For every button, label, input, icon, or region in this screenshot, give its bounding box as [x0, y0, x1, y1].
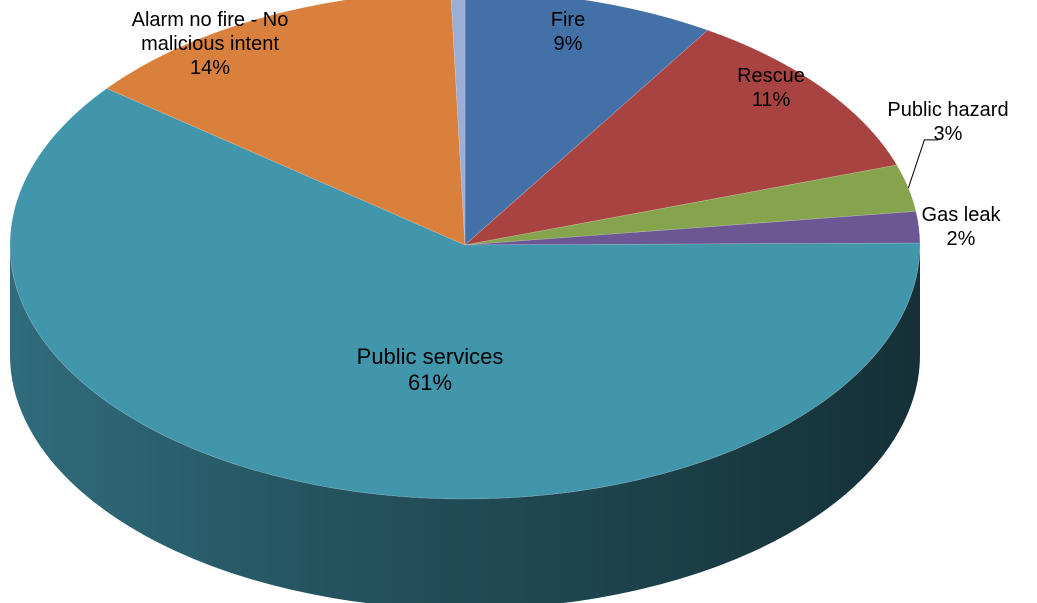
label-fire-value: 9%: [553, 33, 583, 55]
slice-side-public-services: [10, 245, 920, 603]
label-public-services: Public services 61%: [357, 344, 504, 396]
label-public-hazard-name: Public hazard: [887, 99, 1009, 121]
slice-rescue: [463, 29, 898, 246]
label-alarm-no-fire-name-line-2: malicious intent: [141, 33, 279, 55]
label-gas-leak-name: Gas leak: [921, 204, 1001, 226]
slice-fire: [464, 0, 709, 246]
label-alarm-no-fire: Alarm no fire - No malicious intent 14%: [132, 8, 289, 80]
slice-public-hazard: [464, 164, 917, 246]
label-rescue: Rescue 11%: [737, 64, 805, 112]
label-public-services-name: Public services: [356, 344, 504, 369]
label-alarm-no-fire-value: 14%: [189, 57, 231, 79]
label-rescue-value: 11%: [751, 89, 791, 111]
label-gas-leak-value: 2%: [946, 228, 976, 250]
slice-gas-leak: [464, 211, 921, 246]
leader-line-public-hazard: [907, 139, 939, 189]
label-rescue-name: Rescue: [737, 65, 805, 87]
label-public-services-value: 61%: [407, 370, 453, 395]
slice-other: [450, 0, 466, 246]
slice-alarm-no-fire-no-malicious-intent: [106, 0, 466, 246]
slice-public-services: [9, 88, 921, 500]
label-fire: Fire 9%: [551, 8, 585, 56]
label-public-hazard-value: 3%: [933, 123, 963, 145]
label-public-hazard: Public hazard 3%: [887, 98, 1008, 146]
label-gas-leak: Gas leak 2%: [922, 203, 1001, 251]
label-alarm-no-fire-name-line-1: Alarm no fire - No: [131, 9, 289, 31]
label-fire-name: Fire: [550, 9, 586, 31]
